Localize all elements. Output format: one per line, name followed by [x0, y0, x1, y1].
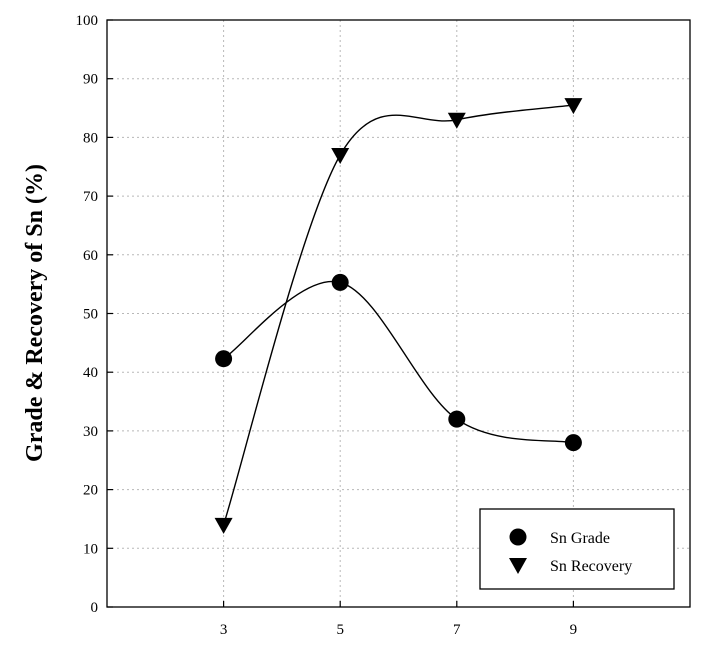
axis-ticks [107, 19, 575, 608]
legend-sn-recovery-marker [509, 558, 527, 574]
y-tick-label: 100 [76, 13, 99, 29]
sn-grade-line [223, 280, 574, 444]
sn-grade-point [448, 410, 466, 428]
sn-recovery-point [214, 517, 233, 534]
y-tick-label: 70 [83, 189, 98, 205]
x-tick-label: 5 [336, 622, 344, 638]
sn-recovery-point [447, 112, 466, 129]
y-axis-label: Grade & Recovery of Sn (%) [22, 164, 48, 462]
legend-box [479, 508, 675, 590]
series-curves [222, 104, 574, 526]
sn-recovery-line [222, 104, 574, 526]
y-tick-label: 10 [83, 541, 98, 557]
legend-sn-grade-label: Sn Grade [550, 530, 610, 547]
y-tick-label: 20 [83, 483, 98, 499]
legend-sn-grade-marker [509, 528, 527, 546]
y-axis-tick-labels: 0 10 20 30 40 50 60 70 80 90 100 [76, 13, 99, 616]
sn-grade-point [215, 350, 233, 368]
y-tick-label: 40 [83, 365, 98, 381]
y-tick-label: 60 [83, 248, 98, 264]
y-tick-label: 30 [83, 424, 98, 440]
grid-lines [107, 20, 690, 607]
sn-recovery-point [564, 98, 583, 115]
series-markers [214, 98, 583, 534]
y-tick-label: 50 [83, 307, 98, 323]
y-tick-label: 90 [83, 72, 98, 88]
sn-grade-point [331, 273, 349, 291]
x-tick-label: 9 [570, 622, 578, 638]
x-tick-label: 7 [453, 622, 461, 638]
x-tick-label: 3 [220, 622, 228, 638]
y-tick-label: 80 [83, 130, 98, 146]
sn-recovery-point [331, 148, 350, 165]
x-axis-tick-labels: 3 5 7 9 [220, 622, 577, 638]
legend: Sn Grade Sn Recovery [479, 508, 675, 590]
sn-grade-point [564, 434, 582, 452]
y-tick-label: 0 [91, 600, 99, 616]
legend-sn-recovery-label: Sn Recovery [550, 558, 632, 575]
